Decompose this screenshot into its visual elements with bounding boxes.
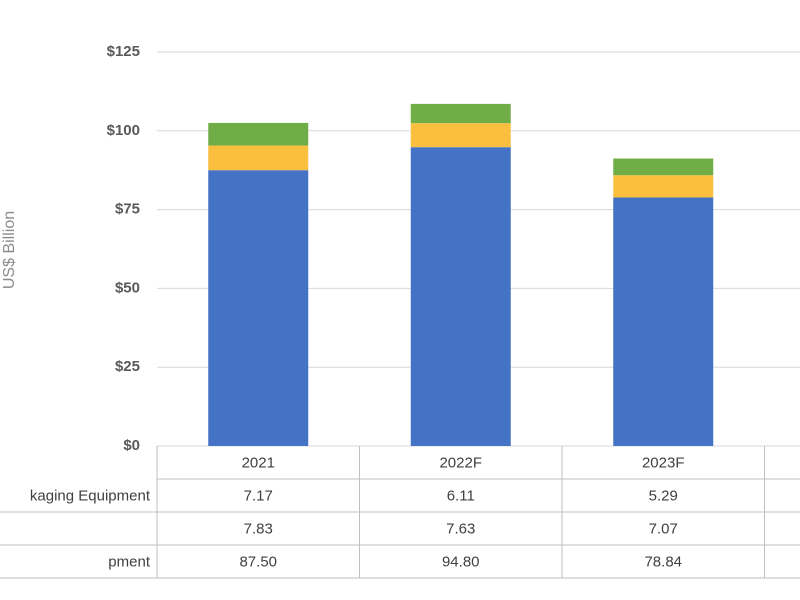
data-label: 6.11 <box>447 487 475 504</box>
y-tick-label: $25 <box>115 358 140 375</box>
data-label: 7.07 <box>649 520 678 537</box>
bar-segment <box>410 123 511 148</box>
bar-segment <box>613 197 714 446</box>
y-tick-label: $0 <box>123 437 140 454</box>
data-label: 7.17 <box>244 487 273 504</box>
data-label: 87.50 <box>239 553 277 570</box>
y-tick-label: $125 <box>107 43 140 60</box>
x-tick-label: 2021 <box>242 454 275 471</box>
y-tick-label: $100 <box>107 122 140 139</box>
legend-label: kaging Equipment <box>30 487 151 504</box>
x-tick-label: 2022F <box>439 454 482 471</box>
y-axis-label: US$ Billion <box>1 211 18 289</box>
bar-segment <box>410 147 511 446</box>
data-label: 78.84 <box>644 553 682 570</box>
bar-segment <box>613 175 714 198</box>
bar-segment <box>208 122 309 146</box>
data-label: 94.80 <box>442 553 480 570</box>
data-label: 7.63 <box>446 520 475 537</box>
legend-label: pment <box>108 553 151 570</box>
y-tick-label: $75 <box>115 201 140 218</box>
bar-segment <box>613 158 714 176</box>
data-label: 5.29 <box>649 487 678 504</box>
data-label: 7.83 <box>244 520 273 537</box>
x-tick-label: 2023F <box>642 454 685 471</box>
bar-segment <box>208 145 309 171</box>
bar-segment <box>410 103 511 124</box>
bar-segment <box>208 170 309 446</box>
y-tick-label: $50 <box>115 279 140 296</box>
